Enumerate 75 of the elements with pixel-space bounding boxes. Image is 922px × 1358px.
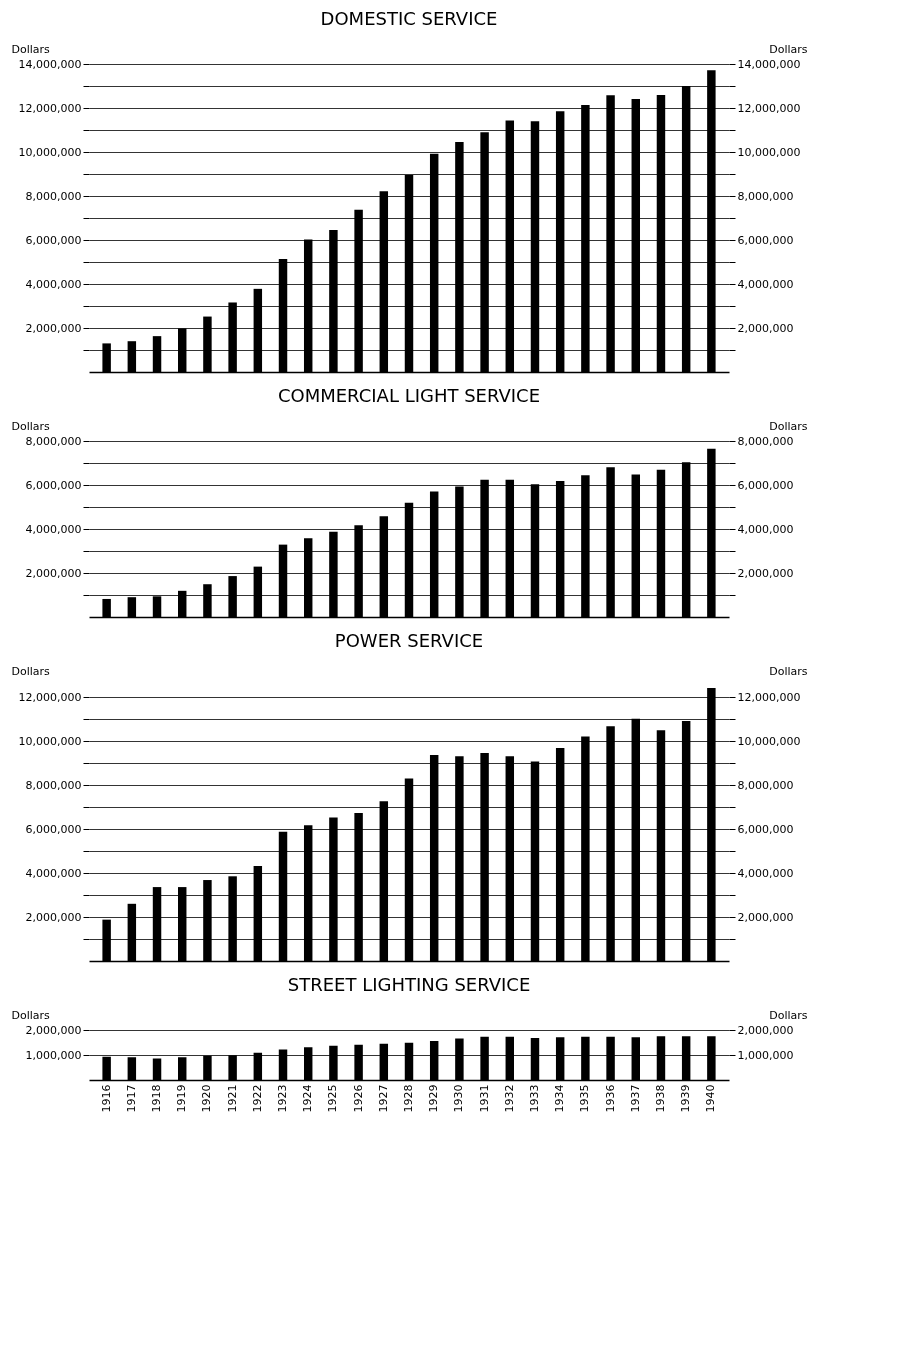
x-tick-label: 1918	[150, 1084, 164, 1113]
y2-tick-label: 8,000,000	[737, 778, 794, 792]
x-tick-label: 1916	[99, 1084, 113, 1113]
x-tick-label: 1917	[124, 1084, 138, 1113]
x-tick-label: 1929	[427, 1084, 441, 1113]
x-tick-label: 1921	[225, 1084, 239, 1113]
y-tick-label: 4,000,000	[25, 866, 82, 880]
chart-title: STREET LIGHTING SERVICE	[287, 974, 531, 995]
y-tick-label: 1,000,000	[25, 1048, 82, 1062]
x-tick-label: 1923	[276, 1084, 290, 1113]
y-tick-label: 10,000,000	[18, 734, 82, 748]
x-tick-label: 1920	[200, 1084, 214, 1113]
y-tick-label: 12,000,000	[18, 101, 82, 115]
x-tick-label: 1939	[679, 1084, 693, 1113]
y2-tick-label: 14,000,000	[737, 57, 801, 71]
x-tick-label: 1930	[452, 1084, 466, 1113]
y2-axis-title: Dollars	[769, 42, 808, 56]
y-tick-label: 2,000,000	[25, 566, 82, 580]
x-tick-label: 1934	[553, 1084, 567, 1113]
y-tick-label: 14,000,000	[18, 57, 82, 71]
y-axis-title: Dollars	[11, 1008, 51, 1022]
y2-tick-label: 10,000,000	[737, 145, 801, 159]
y-tick-label: 6,000,000	[25, 822, 82, 836]
y-axis-title: Dollars	[11, 419, 51, 433]
y2-tick-label: 4,000,000	[737, 866, 794, 880]
chart-title: DOMESTIC SERVICE	[320, 8, 498, 29]
x-tick-label: 1935	[578, 1084, 592, 1113]
y2-tick-label: 4,000,000	[737, 277, 794, 291]
y2-tick-label: 1,000,000	[737, 1048, 794, 1062]
y-axis-title: Dollars	[11, 664, 51, 678]
y2-tick-label: 10,000,000	[737, 734, 801, 748]
y-tick-label: 6,000,000	[25, 233, 82, 247]
x-tick-label: 1933	[527, 1084, 541, 1113]
x-tick-label: 1926	[351, 1084, 365, 1113]
y2-axis-title: Dollars	[769, 1008, 808, 1022]
x-tick-label: 1927	[376, 1084, 390, 1113]
x-tick-label: 1932	[502, 1084, 516, 1113]
chart-title: COMMERCIAL LIGHT SERVICE	[277, 385, 541, 406]
y2-tick-label: 12,000,000	[737, 101, 801, 115]
y2-tick-label: 8,000,000	[737, 189, 794, 203]
y-tick-label: 4,000,000	[25, 277, 82, 291]
y2-tick-label: 2,000,000	[737, 910, 794, 924]
y-axis-title: Dollars	[11, 42, 51, 56]
y2-tick-label: 6,000,000	[737, 822, 794, 836]
x-tick-label: 1922	[250, 1084, 264, 1113]
x-tick-label: 1938	[653, 1084, 667, 1113]
x-tick-label: 1924	[301, 1084, 315, 1113]
x-tick-label: 1928	[402, 1084, 415, 1113]
y-tick-label: 6,000,000	[25, 478, 82, 492]
y2-tick-label: 2,000,000	[737, 321, 794, 335]
chart-title: POWER SERVICE	[334, 630, 484, 651]
x-tick-label: 1940	[704, 1084, 718, 1113]
x-tick-label: 1925	[326, 1084, 340, 1113]
y-tick-label: 2,000,000	[25, 1023, 82, 1037]
y2-tick-label: 8,000,000	[737, 434, 794, 448]
x-tick-label: 1937	[628, 1084, 642, 1113]
y2-tick-label: 12,000,000	[737, 690, 801, 704]
y2-tick-label: 6,000,000	[737, 233, 794, 247]
x-tick-label: 1931	[477, 1084, 491, 1113]
y2-axis-title: Dollars	[769, 419, 808, 433]
y2-axis-title: Dollars	[769, 664, 808, 678]
y2-tick-label: 4,000,000	[737, 522, 794, 536]
y-tick-label: 8,000,000	[25, 189, 82, 203]
x-tick-label: 1936	[603, 1084, 617, 1113]
y-tick-label: 8,000,000	[25, 778, 82, 792]
y-tick-label: 12,000,000	[18, 690, 82, 704]
y-tick-label: 2,000,000	[25, 321, 82, 335]
y2-tick-label: 2,000,000	[737, 566, 794, 580]
y-tick-label: 2,000,000	[25, 910, 82, 924]
y-tick-label: 8,000,000	[25, 434, 82, 448]
y2-tick-label: 6,000,000	[737, 478, 794, 492]
y2-tick-label: 2,000,000	[737, 1023, 794, 1037]
y-tick-label: 4,000,000	[25, 522, 82, 536]
x-tick-label: 1919	[175, 1084, 189, 1113]
y-tick-label: 10,000,000	[18, 145, 82, 159]
